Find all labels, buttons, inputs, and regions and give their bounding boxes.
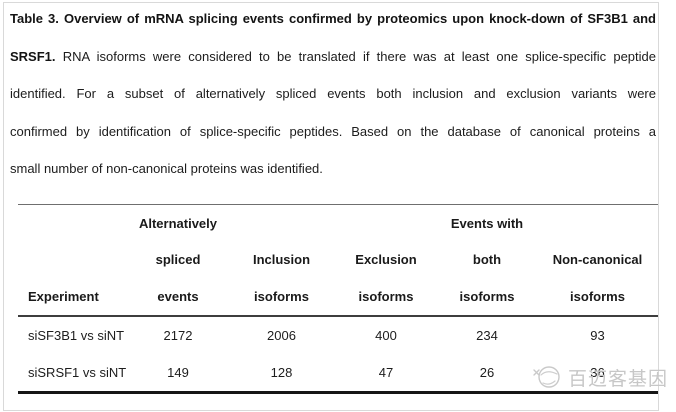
header-cell-experiment: Experiment <box>28 288 99 304</box>
value-inclusion-isoforms: 2006 <box>267 327 296 343</box>
caption-line-1: Table 3. Overview of mRNA splicing event… <box>10 0 656 38</box>
table-caption: Table 3. Overview of mRNA splicing event… <box>10 0 656 188</box>
value-non-canonical-isoforms: 93 <box>590 327 605 343</box>
header-cell-inclusion: Inclusion <box>252 252 311 268</box>
header-cell <box>335 205 437 242</box>
header-cell <box>18 242 128 279</box>
header-cell <box>537 205 658 242</box>
table-body: siSF3B1 vs siNT 2172 2006 400 234 93 siS… <box>18 317 658 394</box>
caption-title-tail: SRSF1. <box>10 48 56 64</box>
experiment-name: siSF3B1 vs siNT <box>28 327 125 343</box>
value-both-isoforms: 26 <box>479 364 495 380</box>
header-row-3: Experiment events isoforms isoforms isof… <box>18 278 658 315</box>
header-cell-isoforms: isoforms <box>254 288 309 304</box>
table-row-sisrsf1: siSRSF1 vs siNT 149 128 47 26 36 <box>18 354 658 391</box>
splicing-events-table: Alternatively Events with spliced Inclus… <box>18 204 658 394</box>
value-non-canonical-isoforms: 36 <box>590 364 605 380</box>
caption-line-2: SRSF1. RNA isoforms were considered to b… <box>10 38 656 76</box>
caption-line-5: small number of non-canonical proteins w… <box>10 161 323 176</box>
value-spliced-events: 149 <box>167 364 189 380</box>
header-cell <box>18 205 128 242</box>
caption-line-4: confirmed by identification of splice-sp… <box>10 123 656 139</box>
header-cell-events: events <box>157 288 199 304</box>
value-exclusion-isoforms: 400 <box>375 327 397 343</box>
value-both-isoforms: 234 <box>476 327 498 343</box>
header-cell-isoforms: isoforms <box>459 288 515 304</box>
caption-line-3: identified. For a subset of alternativel… <box>10 86 656 101</box>
header-cell-non-canonical: Non-canonical <box>552 252 643 268</box>
value-spliced-events: 2172 <box>163 327 193 343</box>
header-cell-alternatively: Alternatively <box>138 215 218 231</box>
header-cell-spliced: spliced <box>155 252 201 268</box>
caption-body-text: RNA isoforms were considered to be trans… <box>62 48 656 64</box>
header-row-2: spliced Inclusion Exclusion both Non-can… <box>18 242 658 279</box>
table-row-sisf3b1: siSF3B1 vs siNT 2172 2006 400 234 93 <box>18 317 658 354</box>
header-cell-events-with: Events with <box>450 215 524 231</box>
header-cell-isoforms: isoforms <box>358 288 414 304</box>
value-inclusion-isoforms: 128 <box>270 364 293 380</box>
caption-title: Table 3. Overview of mRNA splicing event… <box>10 11 656 26</box>
header-cell <box>228 205 335 242</box>
table-header: Alternatively Events with spliced Inclus… <box>18 205 658 317</box>
experiment-name: siSRSF1 vs siNT <box>28 364 127 380</box>
header-cell-exclusion: Exclusion <box>355 252 417 268</box>
value-exclusion-isoforms: 47 <box>378 364 394 380</box>
header-cell-both: both <box>472 252 502 268</box>
header-row-1: Alternatively Events with <box>18 205 658 242</box>
header-cell-isoforms: isoforms <box>570 288 625 304</box>
